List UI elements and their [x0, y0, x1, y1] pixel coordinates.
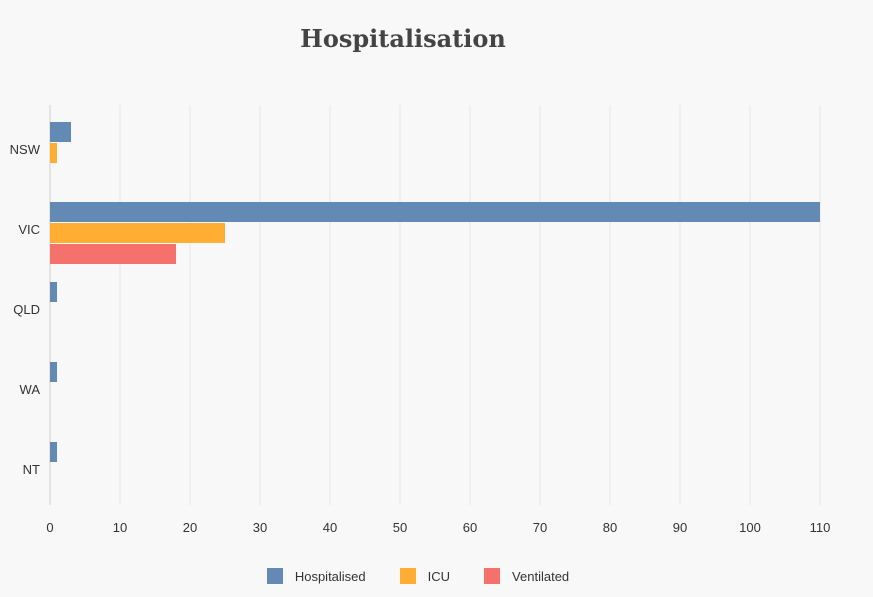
gridlines [49, 105, 821, 505]
x-tick-label: 60 [463, 520, 477, 535]
bar-icu-vic [50, 223, 225, 243]
legend-item[interactable]: Ventilated [484, 568, 569, 584]
legend-label: Hospitalised [294, 568, 366, 584]
y-tick-label: VIC [18, 222, 40, 237]
bar-hospitalised-wa [50, 362, 57, 382]
chart-title: Hospitalisation [300, 24, 506, 53]
bars [50, 122, 820, 462]
legend-label: ICU [427, 568, 451, 584]
x-tick-label: 100 [739, 520, 761, 535]
y-tick-label: WA [20, 382, 41, 397]
x-tick-label: 10 [113, 520, 127, 535]
bar-hospitalised-vic [50, 202, 820, 222]
bar-icu-nsw [50, 143, 57, 163]
x-tick-label: 110 [810, 520, 831, 535]
x-tick-label: 20 [183, 520, 197, 535]
legend: Hospitalised ICU Ventilated [0, 568, 836, 584]
legend-item[interactable]: Hospitalised [266, 568, 366, 584]
bar-hospitalised-qld [50, 282, 57, 302]
x-tick-label: 50 [393, 520, 407, 535]
bar-ventilated-vic [50, 244, 176, 264]
x-tick-label: 40 [323, 520, 337, 535]
y-tick-label: NT [23, 462, 40, 477]
y-tick-label: QLD [13, 302, 40, 317]
bar-hospitalised-nsw [50, 122, 71, 142]
legend-item[interactable]: ICU [399, 568, 451, 584]
legend-swatch [266, 568, 283, 584]
y-tick-label: NSW [10, 142, 41, 157]
legend-swatch [484, 568, 501, 584]
x-tick-label: 30 [253, 520, 267, 535]
y-axis-ticks: NSW VIC QLD WA NT [10, 142, 41, 477]
legend-label: Ventilated [512, 568, 570, 584]
legend-swatch [399, 568, 416, 584]
bar-hospitalised-nt [50, 442, 57, 462]
x-tick-label: 70 [533, 520, 547, 535]
x-tick-label: 80 [603, 520, 617, 535]
x-axis-ticks: 0 10 20 30 40 50 60 70 80 90 100 110 [46, 520, 830, 535]
x-tick-label: 0 [46, 520, 53, 535]
x-tick-label: 90 [673, 520, 687, 535]
